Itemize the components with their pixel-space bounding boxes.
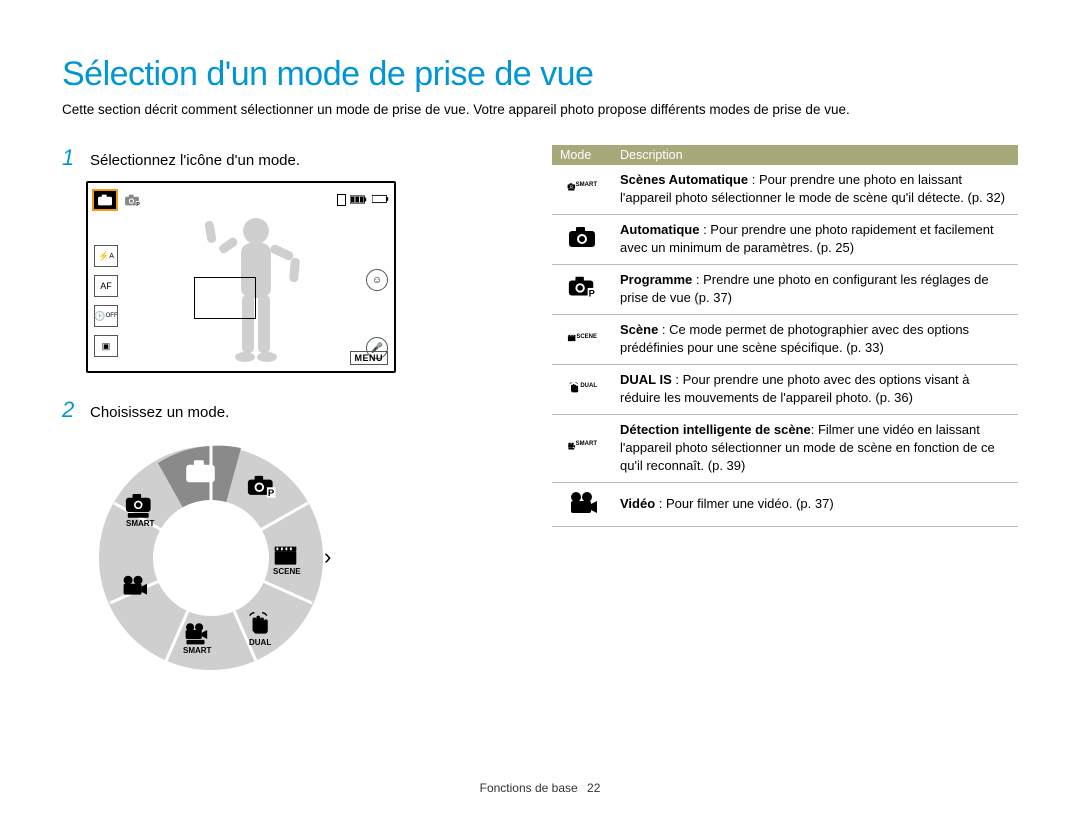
sd-icon [337, 194, 346, 206]
mode-desc: Automatique : Pour prendre une photo rap… [612, 215, 1018, 265]
footer-page-number: 22 [587, 781, 600, 795]
flash-auto-icon: ⚡A [94, 245, 118, 267]
mode-icon-smart-auto: SMART [552, 165, 612, 215]
table-row: Automatique : Pour prendre une photo rap… [552, 215, 1018, 265]
page-footer: Fonctions de base 22 [0, 781, 1080, 795]
mode-icon-dual: DUAL [552, 365, 612, 415]
mode-icon-selected [92, 189, 118, 211]
step-2-text: Choisissez un mode. [90, 404, 229, 421]
lcd-screenshot: ⚡A AF 🕒OFF ▣ ☺ 🎤 MENU [86, 181, 396, 373]
modes-table: Mode Description SMARTScènes Automatique… [552, 145, 1018, 527]
th-mode: Mode [552, 145, 612, 165]
table-row: DUALDUAL IS : Pour prendre une photo ave… [552, 365, 1018, 415]
step-1: 1 Sélectionnez l'icône d'un mode. [62, 145, 492, 171]
step-2: 2 Choisissez un mode. [62, 397, 492, 423]
table-row: Vidéo : Pour filmer une vidéo. (p. 37) [552, 483, 1018, 527]
table-row: SMARTDétection intelligente de scène: Fi… [552, 415, 1018, 483]
mode-icon-movie [552, 483, 612, 527]
face-detect-icon: ☺ [366, 269, 388, 291]
page-title: Sélection d'un mode de prise de vue [62, 55, 1018, 94]
table-row: SCENEScène : Ce mode permet de photograp… [552, 315, 1018, 365]
mode-desc: Scènes Automatique : Pour prendre une ph… [612, 165, 1018, 215]
battery-icon [350, 195, 368, 205]
table-row: Programme : Prendre une photo en configu… [552, 265, 1018, 315]
focus-frame [194, 277, 256, 319]
battery-empty-icon [372, 194, 390, 207]
mode-icon-auto [552, 215, 612, 265]
burst-icon: ▣ [94, 335, 118, 357]
mode-desc: Programme : Prendre une photo en configu… [612, 265, 1018, 315]
svg-text:SMART: SMART [183, 646, 212, 655]
mode-desc: DUAL IS : Pour prendre une photo avec de… [612, 365, 1018, 415]
svg-text:SMART: SMART [126, 519, 155, 528]
mode-icon-scene: SCENE [552, 315, 612, 365]
svg-text:SCENE: SCENE [273, 567, 301, 576]
mode-dial: › SCENE DUAL SMART SMART [86, 433, 492, 688]
mode-desc: Vidéo : Pour filmer une vidéo. (p. 37) [612, 483, 1018, 527]
svg-text:DUAL: DUAL [249, 638, 271, 647]
step-2-num: 2 [62, 397, 80, 423]
timer-off-icon: 🕒OFF [94, 305, 118, 327]
th-desc: Description [612, 145, 1018, 165]
mode-icon-program-ghost [123, 192, 141, 208]
table-row: SMARTScènes Automatique : Pour prendre u… [552, 165, 1018, 215]
footer-section: Fonctions de base [480, 781, 578, 795]
menu-button: MENU [350, 351, 389, 365]
step-1-text: Sélectionnez l'icône d'un mode. [90, 152, 300, 169]
step-1-num: 1 [62, 145, 80, 171]
mode-desc: Détection intelligente de scène: Filmer … [612, 415, 1018, 483]
intro-text: Cette section décrit comment sélectionne… [62, 102, 1018, 117]
mode-icon-program [552, 265, 612, 315]
svg-text:›: › [324, 544, 331, 569]
af-icon: AF [94, 275, 118, 297]
mode-desc: Scène : Ce mode permet de photographier … [612, 315, 1018, 365]
mode-icon-smart-movie: SMART [552, 415, 612, 483]
